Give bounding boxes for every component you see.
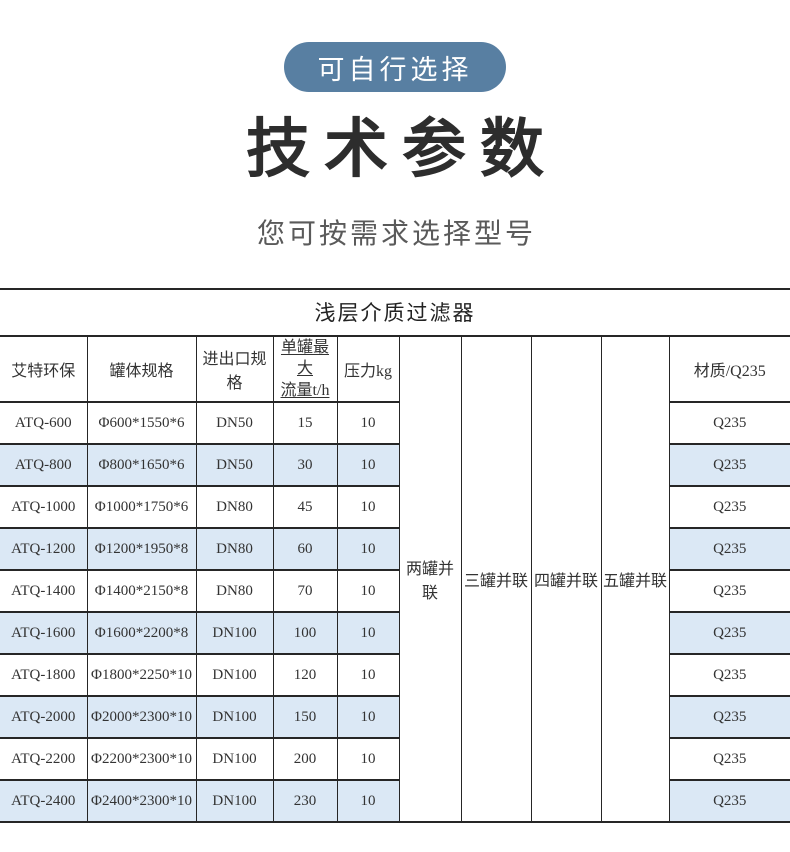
spec-table-section: 浅层介质过滤器 艾特环保 罐体规格 进出口规格 单罐最大 流量t/h 压力kg xyxy=(0,287,790,824)
parallel-column-five-tanks: 五罐并联 xyxy=(600,334,670,824)
cell-pressure: 10 xyxy=(336,653,400,698)
cell-pressure: 10 xyxy=(336,695,400,740)
cell-model: ATQ-2000 xyxy=(0,695,88,740)
cell-model: ATQ-2200 xyxy=(0,737,88,782)
table-row: ATQ-1800 Φ1800*2250*10 DN100 120 10 Q235 xyxy=(0,653,790,698)
cell-tank-spec: Φ1800*2250*10 xyxy=(86,653,197,698)
cell-tank-spec: Φ2200*2300*10 xyxy=(86,737,197,782)
cell-tank-spec: Φ1400*2150*8 xyxy=(86,569,197,614)
cell-material: Q235 xyxy=(668,611,790,656)
cell-material: Q235 xyxy=(668,569,790,614)
cell-tank-spec: Φ1000*1750*6 xyxy=(86,485,197,530)
cell-pressure: 10 xyxy=(336,569,400,614)
cell-material: Q235 xyxy=(668,695,790,740)
parallel-column-four-tanks: 四罐并联 xyxy=(530,334,602,824)
table-row: ATQ-1000 Φ1000*1750*6 DN80 45 10 Q235 xyxy=(0,485,790,530)
optional-choice-badge: 可自行选择 xyxy=(284,42,506,92)
parallel-column-three-tanks: 三罐并联 xyxy=(460,334,532,824)
cell-material: Q235 xyxy=(668,527,790,572)
cell-max-flow: 70 xyxy=(272,569,338,614)
cell-port-spec: DN50 xyxy=(195,401,274,446)
cell-material: Q235 xyxy=(668,401,790,446)
header-port-spec: 进出口规格 xyxy=(195,334,274,404)
cell-material: Q235 xyxy=(668,443,790,488)
parallel-column-two-tanks: 两罐并联 xyxy=(398,334,462,824)
cell-tank-spec: Φ1600*2200*8 xyxy=(86,611,197,656)
cell-model: ATQ-1800 xyxy=(0,653,88,698)
table-row: ATQ-800 Φ800*1650*6 DN50 30 10 Q235 xyxy=(0,443,790,488)
page-subtitle: 您可按需求选择型号 xyxy=(256,217,536,249)
cell-material: Q235 xyxy=(668,485,790,530)
cell-material: Q235 xyxy=(668,779,790,824)
cell-port-spec: DN100 xyxy=(195,737,274,782)
table-row: ATQ-600 Φ600*1550*6 DN50 15 10 Q235 xyxy=(0,401,790,446)
header-material: 材质/Q235 xyxy=(668,334,790,404)
table-row: ATQ-1600 Φ1600*2200*8 DN100 100 10 Q235 xyxy=(0,611,790,656)
table-row: ATQ-1400 Φ1400*2150*8 DN80 70 10 Q235 xyxy=(0,569,790,614)
header-brand: 艾特环保 xyxy=(0,334,88,404)
table-row: ATQ-2400 Φ2400*2300*10 DN100 230 10 Q235 xyxy=(0,779,790,824)
cell-max-flow: 15 xyxy=(272,401,338,446)
cell-port-spec: DN50 xyxy=(195,443,274,488)
cell-max-flow: 230 xyxy=(272,779,338,824)
badge-label: 可自行选择 xyxy=(317,54,473,85)
cell-max-flow: 150 xyxy=(272,695,338,740)
header-max-flow: 单罐最大 流量t/h xyxy=(272,334,338,404)
cell-port-spec: DN80 xyxy=(195,527,274,572)
cell-model: ATQ-1000 xyxy=(0,485,88,530)
cell-model: ATQ-1600 xyxy=(0,611,88,656)
header-max-flow-line1: 单罐最大 xyxy=(280,338,329,378)
cell-model: ATQ-1400 xyxy=(0,569,88,614)
table-row: ATQ-2000 Φ2000*2300*10 DN100 150 10 Q235 xyxy=(0,695,790,740)
spec-table: 艾特环保 罐体规格 进出口规格 单罐最大 流量t/h 压力kg 两罐并联 三罐并… xyxy=(0,334,790,824)
cell-pressure: 10 xyxy=(336,611,400,656)
cell-tank-spec: Φ1200*1950*8 xyxy=(86,527,197,572)
cell-model: ATQ-1200 xyxy=(0,527,88,572)
table-row: ATQ-2200 Φ2200*2300*10 DN100 200 10 Q235 xyxy=(0,737,790,782)
cell-model: ATQ-2400 xyxy=(0,779,88,824)
header-pressure: 压力kg xyxy=(336,334,400,404)
cell-pressure: 10 xyxy=(336,443,400,488)
cell-max-flow: 100 xyxy=(272,611,338,656)
cell-max-flow: 45 xyxy=(272,485,338,530)
cell-max-flow: 120 xyxy=(272,653,338,698)
cell-port-spec: DN100 xyxy=(195,653,274,698)
cell-pressure: 10 xyxy=(336,779,400,824)
cell-port-spec: DN80 xyxy=(195,569,274,614)
table-header-row: 艾特环保 罐体规格 进出口规格 单罐最大 流量t/h 压力kg 两罐并联 三罐并… xyxy=(0,334,790,824)
cell-tank-spec: Φ2000*2300*10 xyxy=(86,695,197,740)
cell-tank-spec: Φ600*1550*6 xyxy=(86,401,197,446)
cell-model: ATQ-800 xyxy=(0,443,88,488)
cell-port-spec: DN100 xyxy=(195,779,274,824)
table-title: 浅层介质过滤器 xyxy=(0,287,790,335)
cell-pressure: 10 xyxy=(336,527,400,572)
cell-max-flow: 200 xyxy=(272,737,338,782)
header-max-flow-line2: 流量t/h xyxy=(280,381,330,399)
cell-pressure: 10 xyxy=(336,737,400,782)
cell-pressure: 10 xyxy=(336,485,400,530)
cell-max-flow: 60 xyxy=(272,527,338,572)
page-title: 技术参数 xyxy=(246,113,558,185)
cell-material: Q235 xyxy=(668,653,790,698)
cell-pressure: 10 xyxy=(336,401,400,446)
cell-tank-spec: Φ2400*2300*10 xyxy=(86,779,197,824)
cell-port-spec: DN80 xyxy=(195,485,274,530)
cell-model: ATQ-600 xyxy=(0,401,88,446)
cell-max-flow: 30 xyxy=(272,443,338,488)
cell-material: Q235 xyxy=(668,737,790,782)
header-tank-spec: 罐体规格 xyxy=(86,334,197,404)
table-row: ATQ-1200 Φ1200*1950*8 DN80 60 10 Q235 xyxy=(0,527,790,572)
cell-tank-spec: Φ800*1650*6 xyxy=(86,443,197,488)
cell-port-spec: DN100 xyxy=(195,695,274,740)
cell-port-spec: DN100 xyxy=(195,611,274,656)
